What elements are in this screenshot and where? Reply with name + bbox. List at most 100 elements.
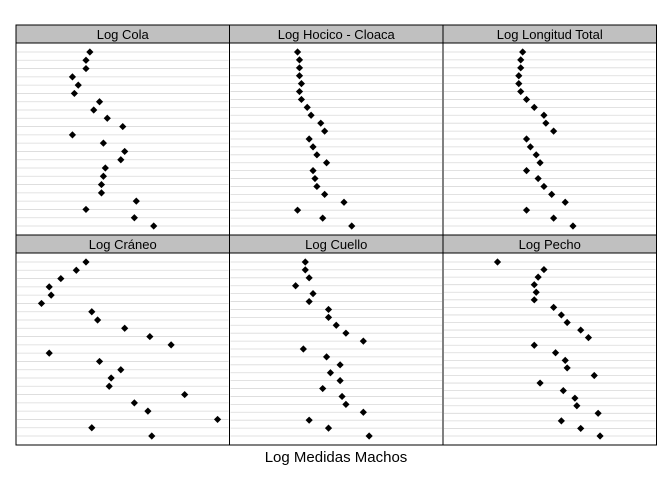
data-point [305,135,313,143]
data-point [305,297,313,306]
data-point [82,258,90,266]
data-point [292,282,300,290]
data-point [338,392,346,401]
data-point [82,64,90,73]
data-point [561,198,569,206]
data-point [534,174,542,183]
data-point [121,324,129,332]
data-point [522,167,531,175]
data-point [534,273,542,281]
data-point [321,190,329,198]
data-point [359,337,367,345]
data-point [348,222,356,230]
data-point [540,111,548,119]
data-point [322,159,331,167]
data-point [301,258,309,266]
data-point [90,106,98,114]
data-point [303,103,311,111]
data-point [563,318,571,327]
data-point [493,258,502,266]
data-point [103,114,111,122]
data-point [522,206,531,214]
data-point [295,72,304,80]
data-point [340,198,348,206]
data-point [97,180,106,189]
panel-plot-area [15,42,230,236]
data-point [150,222,158,230]
data-point [515,80,523,88]
data-point [536,379,544,387]
data-point [530,281,538,289]
data-point [181,390,189,399]
data-point [93,316,102,324]
data-point [74,81,82,89]
data-point [324,424,333,432]
data-point [105,382,113,390]
data-point [45,349,53,357]
data-point [573,402,581,410]
data-point [530,341,538,349]
data-point [311,174,319,183]
data-point [119,122,127,131]
data-point [342,400,350,408]
data-point [317,119,325,127]
data-point [557,417,565,425]
data-point [295,87,304,96]
data-point [88,308,96,316]
data-point [107,374,115,382]
data-point [144,407,152,415]
data-point [517,64,525,72]
panel-title: Log Cuello [305,237,367,252]
data-point [322,353,331,361]
data-point [70,89,78,98]
x-axis-label: Log Medidas Machos [264,449,408,466]
data-point [530,103,538,111]
data-point [563,364,571,372]
data-point [68,73,77,81]
data-point [522,95,531,104]
data-point [551,349,560,357]
data-point [99,172,107,180]
data-point [148,432,156,440]
data-point [530,296,538,304]
data-point [336,361,344,369]
data-point [550,127,558,135]
panel-title: Log Pecho [519,237,581,252]
data-point [101,164,109,172]
data-point [559,387,567,395]
data-point [95,357,104,366]
data-point [342,329,350,337]
data-point [561,356,569,364]
data-point [297,80,306,88]
data-point [95,98,104,106]
data-point [82,205,90,214]
data-point [130,399,138,407]
data-point [517,87,525,96]
data-point [82,56,90,64]
panel: Log Cola [15,24,230,236]
data-point [299,345,307,353]
data-point [130,214,138,222]
data-point [590,371,598,380]
data-point [146,332,154,341]
panel: Log Cuello [229,234,444,446]
data-point [336,377,344,385]
data-point [88,424,96,432]
data-point [548,190,556,198]
data-point [324,305,333,314]
data-point [519,48,527,56]
data-point [293,206,302,214]
data-point [309,143,317,151]
data-point [532,288,540,296]
data-point [550,214,558,222]
data-point [295,64,304,72]
data-point [594,409,602,417]
data-point [121,147,129,156]
data-point [47,291,55,299]
data-point [321,127,329,135]
data-point [301,266,309,274]
data-point [68,131,77,139]
data-point [571,394,579,402]
data-point [365,432,373,440]
